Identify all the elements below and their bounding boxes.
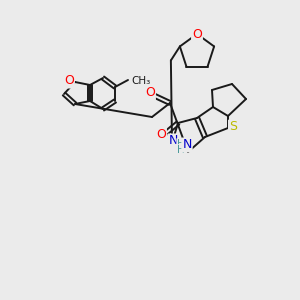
Text: N: N <box>182 139 192 152</box>
Text: H: H <box>177 139 185 149</box>
Text: O: O <box>64 74 74 88</box>
Text: N: N <box>168 134 178 148</box>
Text: CH₃: CH₃ <box>131 76 150 86</box>
Text: O: O <box>156 128 166 140</box>
Text: O: O <box>192 28 202 40</box>
Text: S: S <box>229 121 237 134</box>
Text: O: O <box>145 86 155 100</box>
Text: H: H <box>177 145 185 155</box>
